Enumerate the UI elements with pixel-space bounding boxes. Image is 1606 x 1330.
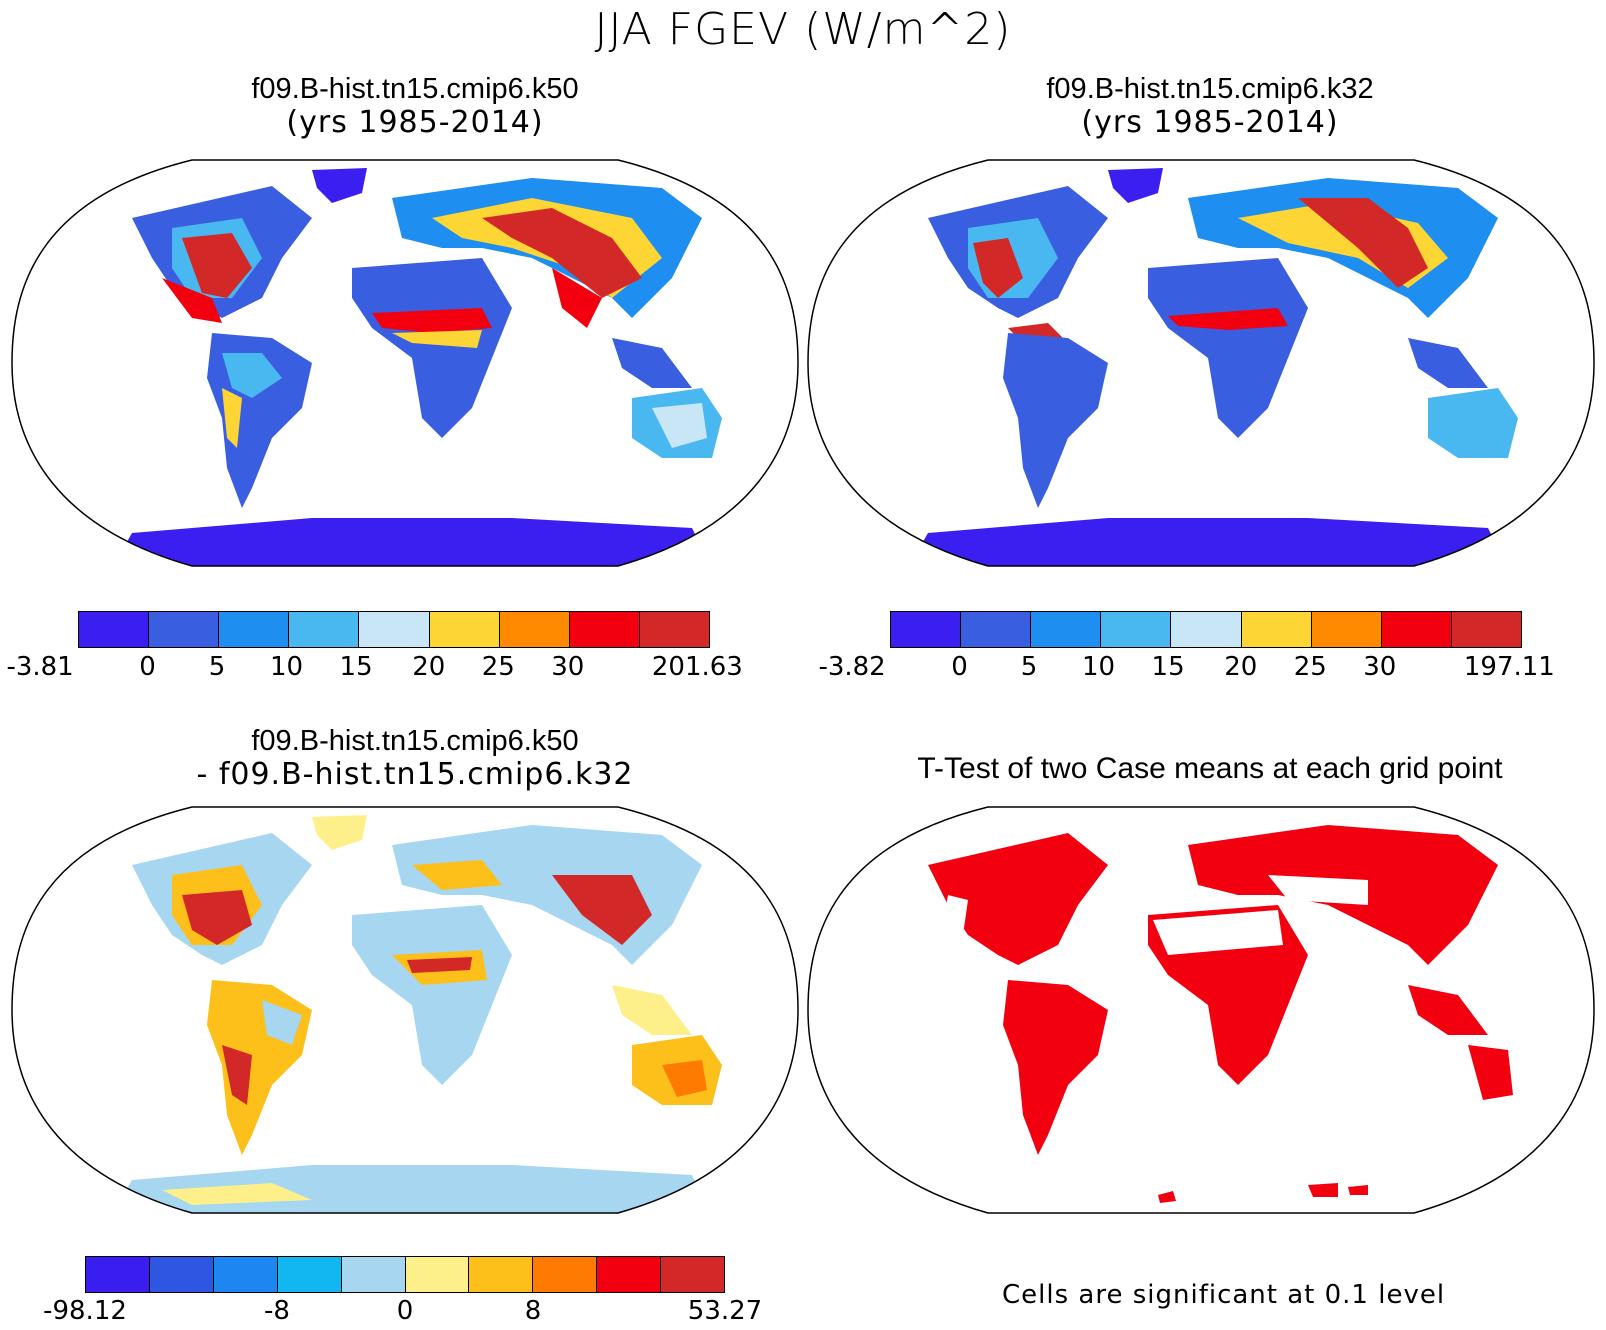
figure-title: JJA FGEV (W/m^2) bbox=[594, 4, 1012, 55]
map-outline bbox=[11, 806, 799, 1214]
colorbar-tick-label: 5 bbox=[1020, 652, 1038, 682]
panel-case-name: f09.B-hist.tn15.cmip6.k32 bbox=[1046, 73, 1374, 105]
colorbar-swatch bbox=[79, 612, 150, 647]
colorbar-swatch bbox=[1381, 612, 1452, 647]
colorbar-swatch bbox=[661, 1257, 725, 1292]
colorbar-tick-label: 5 bbox=[208, 652, 226, 682]
colorbar-swatch bbox=[219, 612, 290, 647]
colorbar-swatch bbox=[429, 612, 500, 647]
panel-case-name: f09.B-hist.tn15.cmip6.k50 bbox=[251, 725, 579, 757]
colorbar-swatch bbox=[533, 1257, 598, 1292]
colorbar-swatch bbox=[597, 1257, 662, 1292]
colorbar-tick-label: 10 bbox=[270, 652, 304, 682]
colorbar-tick-label: 0 bbox=[396, 1296, 414, 1326]
panel-title-top-right: f09.B-hist.tn15.cmip6.k32 (yrs 1985-2014… bbox=[825, 72, 1595, 140]
colorbar-swatch bbox=[289, 612, 360, 647]
colorbar-top-right bbox=[890, 611, 1522, 648]
colorbar-tick-label: 197.11 bbox=[1463, 652, 1555, 682]
colorbar-tick-label: 20 bbox=[412, 652, 446, 682]
colorbar-labels-bottom-left: -98.12 -8 0 8 53.27 bbox=[43, 1296, 762, 1330]
colorbar-tick-label: 25 bbox=[481, 652, 515, 682]
colorbar-swatch bbox=[1311, 612, 1382, 647]
colorbar-tick-label: -3.82 bbox=[818, 652, 886, 682]
map-outline bbox=[807, 806, 1595, 1214]
colorbar-tick-label: -8 bbox=[264, 1296, 290, 1326]
colorbar-swatch bbox=[149, 612, 220, 647]
colorbar-swatch bbox=[341, 1257, 406, 1292]
map-bottom-left bbox=[11, 806, 799, 1214]
colorbar-bottom-left bbox=[85, 1256, 725, 1293]
ttest-title: T-Test of two Case means at each grid po… bbox=[917, 752, 1503, 785]
colorbar-tick-label: 20 bbox=[1224, 652, 1258, 682]
colorbar-tick-label: 0 bbox=[139, 652, 156, 682]
colorbar-swatch bbox=[1101, 612, 1172, 647]
map-outline bbox=[11, 159, 799, 567]
panel-title-top-left: f09.B-hist.tn15.cmip6.k50 (yrs 1985-2014… bbox=[30, 72, 800, 140]
colorbar-swatch bbox=[1241, 612, 1312, 647]
colorbar-tick-label: 201.63 bbox=[651, 652, 743, 682]
colorbar-swatch bbox=[277, 1257, 342, 1292]
significance-note: Cells are significant at 0.1 level bbox=[1002, 1280, 1446, 1310]
colorbar-swatch bbox=[213, 1257, 278, 1292]
colorbar-tick-label: 25 bbox=[1293, 652, 1327, 682]
colorbar-swatch bbox=[569, 612, 640, 647]
colorbar-swatch bbox=[891, 612, 962, 647]
colorbar-tick-label: -98.12 bbox=[43, 1296, 127, 1326]
colorbar-top-left bbox=[78, 611, 710, 648]
colorbar-swatch bbox=[149, 1257, 214, 1292]
colorbar-labels-top-right: -3.82 0 5 10 15 20 25 30 197.11 bbox=[818, 652, 1554, 686]
colorbar-swatch bbox=[405, 1257, 470, 1292]
colorbar-swatch bbox=[359, 612, 430, 647]
panel-subtraction: - f09.B-hist.tn15.cmip6.k32 bbox=[196, 757, 634, 792]
map-top-right bbox=[807, 159, 1595, 567]
map-top-left bbox=[11, 159, 799, 567]
colorbar-tick-label: 0 bbox=[951, 652, 968, 682]
colorbar-tick-label: 10 bbox=[1082, 652, 1116, 682]
panel-years: (yrs 1985-2014) bbox=[1081, 105, 1339, 140]
land-fields bbox=[112, 168, 722, 566]
map-bottom-right bbox=[807, 806, 1595, 1214]
colorbar-tick-label: 15 bbox=[339, 652, 373, 682]
significance-field bbox=[928, 825, 1518, 1203]
colorbar-swatch bbox=[961, 612, 1032, 647]
map-outline bbox=[807, 159, 1595, 567]
colorbar-swatch bbox=[1171, 612, 1242, 647]
colorbar-swatch bbox=[1031, 612, 1102, 647]
panel-years: (yrs 1985-2014) bbox=[286, 105, 544, 140]
colorbar-tick-label: 15 bbox=[1151, 652, 1185, 682]
land-fields bbox=[112, 815, 722, 1213]
land-fields bbox=[908, 168, 1518, 566]
colorbar-labels-top-left: -3.81 0 5 10 15 20 25 30 201.63 bbox=[6, 652, 742, 686]
colorbar-tick-label: 8 bbox=[524, 1296, 542, 1326]
colorbar-tick-label: 30 bbox=[551, 652, 585, 682]
colorbar-swatch bbox=[1451, 612, 1521, 647]
panel-case-name: f09.B-hist.tn15.cmip6.k50 bbox=[251, 73, 579, 105]
panel-title-bottom-left: f09.B-hist.tn15.cmip6.k50 - f09.B-hist.t… bbox=[30, 724, 800, 792]
colorbar-tick-label: 53.27 bbox=[687, 1296, 763, 1326]
colorbar-swatch bbox=[469, 1257, 534, 1292]
colorbar-tick-label: -3.81 bbox=[6, 652, 74, 682]
colorbar-swatch bbox=[499, 612, 570, 647]
colorbar-tick-label: 30 bbox=[1363, 652, 1397, 682]
colorbar-swatch bbox=[639, 612, 709, 647]
colorbar-swatch bbox=[86, 1257, 150, 1292]
